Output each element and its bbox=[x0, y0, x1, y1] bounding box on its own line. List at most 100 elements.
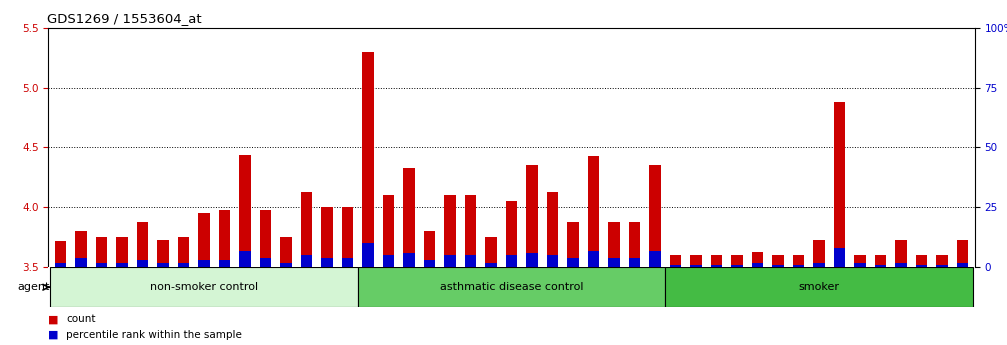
Bar bbox=[814, 263, 825, 267]
Bar bbox=[957, 263, 968, 267]
Bar bbox=[854, 263, 866, 267]
Text: agent: agent bbox=[17, 282, 49, 292]
Bar bbox=[342, 258, 353, 267]
Bar bbox=[219, 210, 231, 267]
Bar bbox=[691, 255, 702, 267]
Bar bbox=[547, 192, 558, 267]
Text: smoker: smoker bbox=[799, 282, 840, 292]
Bar bbox=[731, 255, 742, 267]
Bar bbox=[670, 255, 681, 267]
Bar bbox=[357, 267, 666, 307]
Bar bbox=[117, 237, 128, 267]
Bar bbox=[772, 265, 783, 267]
Bar bbox=[55, 263, 66, 267]
Bar bbox=[957, 240, 968, 267]
Bar bbox=[937, 265, 948, 267]
Text: percentile rank within the sample: percentile rank within the sample bbox=[66, 330, 243, 340]
Bar bbox=[96, 263, 108, 267]
Text: ■: ■ bbox=[48, 314, 58, 324]
Bar bbox=[281, 263, 292, 267]
Bar bbox=[281, 237, 292, 267]
Bar bbox=[404, 168, 415, 267]
Bar bbox=[137, 260, 148, 267]
Bar bbox=[76, 258, 87, 267]
Bar bbox=[55, 241, 66, 267]
Bar bbox=[875, 265, 886, 267]
Bar bbox=[465, 196, 476, 267]
Bar bbox=[527, 166, 538, 267]
Bar bbox=[567, 258, 579, 267]
Bar bbox=[76, 231, 87, 267]
Bar bbox=[383, 196, 394, 267]
Bar bbox=[137, 222, 148, 267]
Bar bbox=[219, 260, 231, 267]
Bar bbox=[588, 156, 599, 267]
Bar bbox=[485, 237, 496, 267]
Bar bbox=[178, 237, 189, 267]
Bar bbox=[157, 240, 169, 267]
Bar bbox=[854, 255, 866, 267]
Bar bbox=[650, 166, 661, 267]
Text: GDS1269 / 1553604_at: GDS1269 / 1553604_at bbox=[47, 12, 202, 25]
Text: ■: ■ bbox=[48, 330, 58, 340]
Bar bbox=[198, 214, 209, 267]
Bar bbox=[608, 258, 619, 267]
Bar bbox=[96, 237, 108, 267]
Bar bbox=[404, 253, 415, 267]
Bar bbox=[937, 255, 948, 267]
Bar bbox=[383, 255, 394, 267]
Bar bbox=[731, 265, 742, 267]
Bar bbox=[834, 248, 845, 267]
Text: non-smoker control: non-smoker control bbox=[150, 282, 258, 292]
Bar bbox=[875, 255, 886, 267]
Bar bbox=[157, 263, 169, 267]
Bar bbox=[363, 244, 374, 267]
Bar bbox=[895, 263, 906, 267]
Bar bbox=[793, 265, 805, 267]
Text: count: count bbox=[66, 314, 96, 324]
Bar bbox=[424, 231, 435, 267]
Bar bbox=[608, 222, 619, 267]
Bar bbox=[834, 102, 845, 267]
Bar bbox=[567, 222, 579, 267]
Bar bbox=[240, 155, 251, 267]
Bar bbox=[629, 222, 640, 267]
Bar bbox=[465, 255, 476, 267]
Bar bbox=[527, 253, 538, 267]
Bar bbox=[752, 252, 763, 267]
Bar bbox=[506, 255, 518, 267]
Bar bbox=[691, 265, 702, 267]
Bar bbox=[915, 255, 927, 267]
Bar bbox=[444, 255, 456, 267]
Bar bbox=[650, 250, 661, 267]
Bar bbox=[424, 260, 435, 267]
Bar bbox=[711, 255, 722, 267]
Bar bbox=[301, 255, 312, 267]
Bar bbox=[915, 265, 927, 267]
Bar bbox=[547, 255, 558, 267]
Bar bbox=[444, 196, 456, 267]
Bar bbox=[814, 240, 825, 267]
Bar bbox=[506, 201, 518, 267]
Bar bbox=[260, 258, 271, 267]
Bar bbox=[629, 258, 640, 267]
Bar bbox=[772, 255, 783, 267]
Bar bbox=[793, 255, 805, 267]
Bar bbox=[895, 240, 906, 267]
Bar bbox=[588, 250, 599, 267]
Text: asthmatic disease control: asthmatic disease control bbox=[440, 282, 583, 292]
Bar bbox=[670, 265, 681, 267]
Bar bbox=[260, 210, 271, 267]
Bar bbox=[752, 263, 763, 267]
Bar bbox=[178, 263, 189, 267]
Bar bbox=[198, 260, 209, 267]
Bar bbox=[666, 267, 973, 307]
Bar bbox=[50, 267, 357, 307]
Bar bbox=[301, 192, 312, 267]
Bar bbox=[342, 207, 353, 267]
Bar bbox=[117, 263, 128, 267]
Bar bbox=[240, 250, 251, 267]
Bar bbox=[321, 258, 332, 267]
Bar bbox=[485, 263, 496, 267]
Bar bbox=[363, 51, 374, 267]
